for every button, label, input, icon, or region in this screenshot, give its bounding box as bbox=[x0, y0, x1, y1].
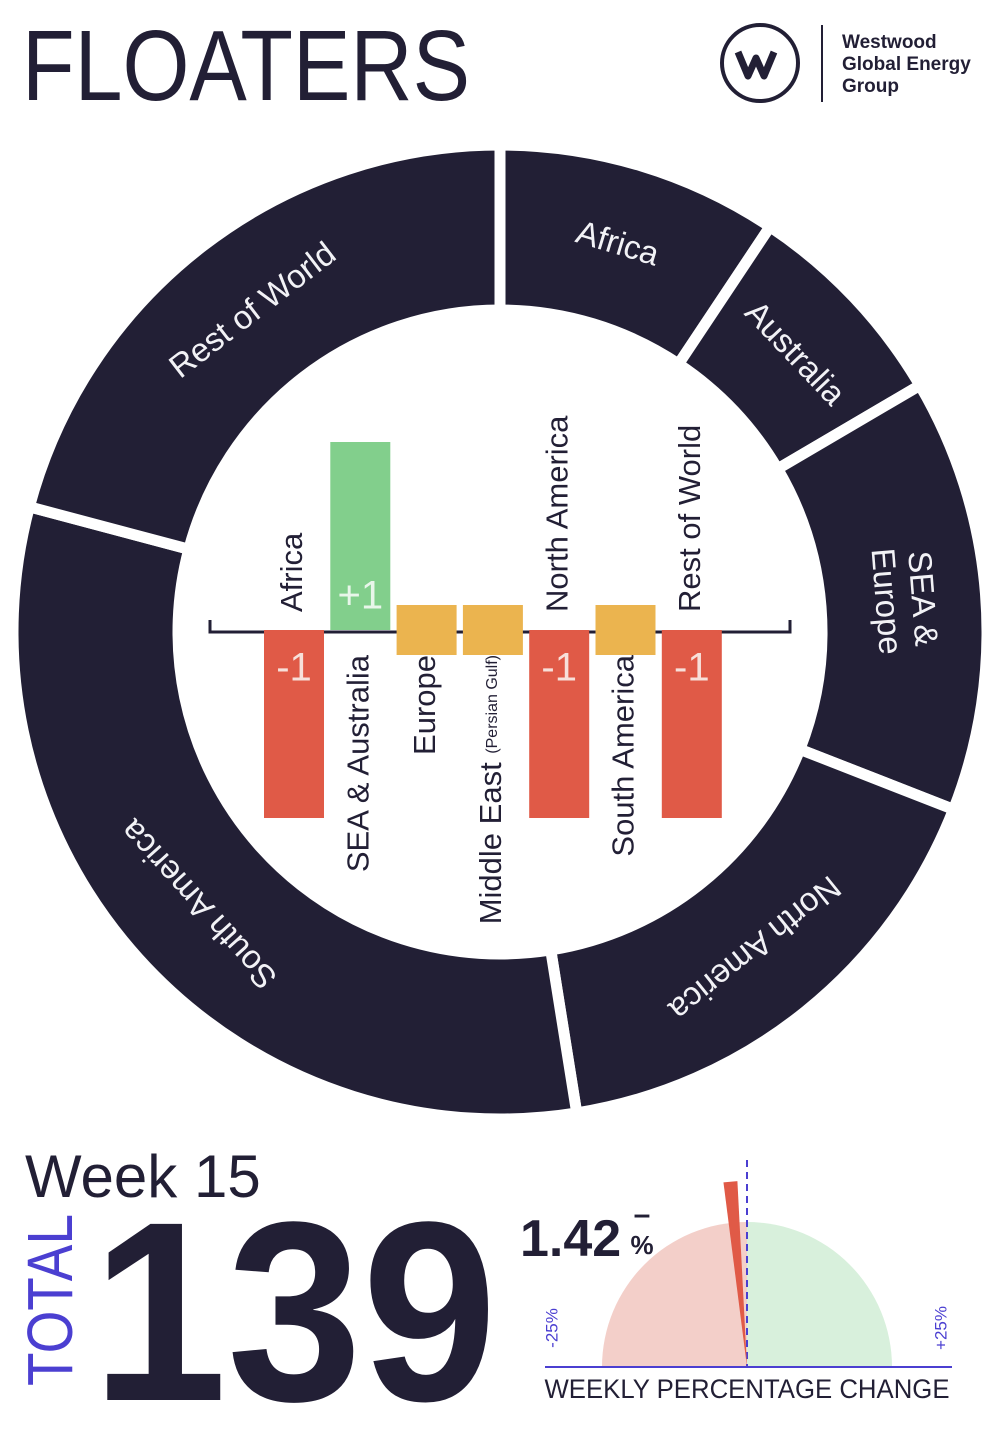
gauge-unit: % bbox=[630, 1230, 653, 1260]
bar bbox=[529, 630, 590, 818]
bar bbox=[264, 630, 324, 818]
total-value: 139 bbox=[92, 1169, 497, 1431]
gauge-negative-half bbox=[602, 1222, 747, 1367]
logo-mark bbox=[734, 50, 778, 80]
donut-segment bbox=[7, 500, 584, 1125]
gauge-tick-label: -25% bbox=[542, 1308, 561, 1348]
category-label: Middle East (Persian Gulf) bbox=[473, 655, 508, 924]
gauge-tick-label: +25% bbox=[931, 1306, 950, 1350]
logo-circle bbox=[720, 23, 800, 103]
category-label: SEA & Australia bbox=[340, 654, 375, 872]
bar bbox=[661, 630, 722, 818]
bar-value-label: +1 bbox=[337, 574, 383, 618]
bar-value-label: -1 bbox=[674, 646, 710, 690]
page-title: FLOATERS bbox=[22, 10, 470, 122]
total-label: TOTAL bbox=[14, 1214, 86, 1386]
gauge-title: WEEKLY PERCENTAGE CHANGE bbox=[545, 1374, 950, 1404]
bar bbox=[396, 605, 457, 655]
category-label: South America bbox=[606, 654, 641, 856]
bar-value-label: -1 bbox=[276, 646, 312, 690]
category-label: North America bbox=[539, 415, 574, 612]
bar-value-label: -1 bbox=[541, 646, 577, 690]
donut-segment bbox=[544, 742, 961, 1120]
donut-segment bbox=[22, 139, 506, 556]
category-label: Rest of World bbox=[672, 425, 707, 612]
gauge-needle bbox=[723, 1181, 747, 1367]
brand-logo: Westwood Global Energy Group bbox=[720, 23, 971, 103]
bar bbox=[330, 442, 391, 630]
category-label: Africa bbox=[274, 532, 309, 612]
brand-line: Westwood bbox=[842, 32, 937, 53]
bar bbox=[595, 605, 656, 655]
gauge-sign: – bbox=[634, 1198, 651, 1231]
week-label: Week 15 bbox=[25, 1143, 261, 1210]
brand-line: Global Energy bbox=[842, 54, 971, 75]
category-label: Europe bbox=[407, 655, 442, 755]
gauge-positive-half bbox=[747, 1222, 892, 1367]
gauge-value: 1.42 bbox=[520, 1210, 621, 1268]
brand-line: Group bbox=[842, 76, 899, 97]
bar bbox=[462, 605, 523, 655]
segment-label: SEA &Europe bbox=[865, 544, 946, 656]
